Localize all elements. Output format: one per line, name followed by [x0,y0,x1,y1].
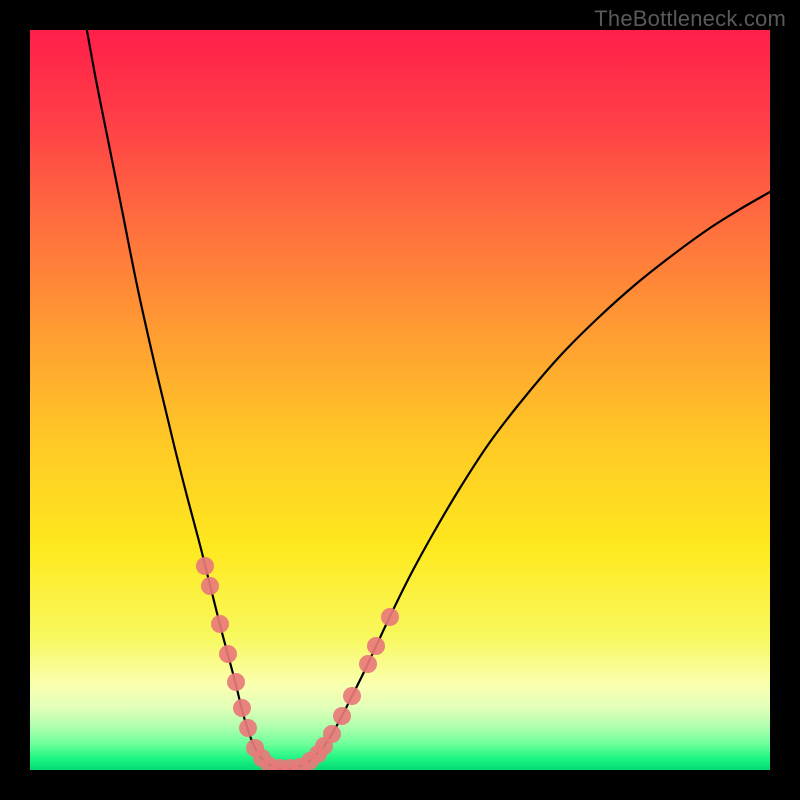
data-marker [343,687,361,705]
data-marker [323,725,341,743]
data-marker [381,608,399,626]
data-marker [201,577,219,595]
data-marker [359,655,377,673]
chart-background [30,30,770,770]
data-marker [233,699,251,717]
watermark-text: TheBottleneck.com [594,6,786,32]
data-marker [227,673,245,691]
data-marker [219,645,237,663]
chart-plot-area [30,30,770,770]
data-marker [333,707,351,725]
data-marker [196,557,214,575]
data-marker [239,719,257,737]
data-marker [367,637,385,655]
data-marker [211,615,229,633]
chart-svg [30,30,770,770]
